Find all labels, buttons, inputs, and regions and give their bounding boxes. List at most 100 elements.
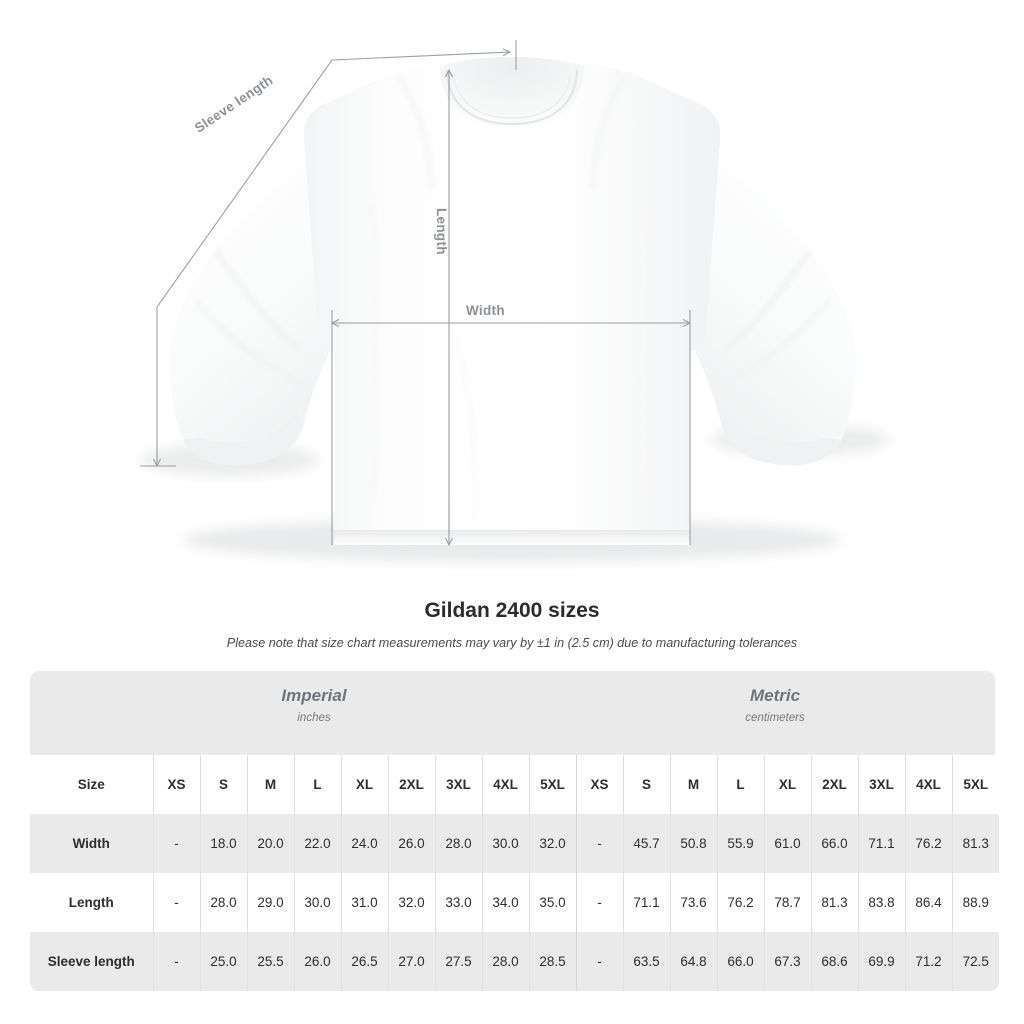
width-label: Width xyxy=(466,303,505,318)
table-cell: 76.2 xyxy=(716,873,764,932)
table-cell: 28.0 xyxy=(481,932,529,991)
table-cell: 26.0 xyxy=(387,814,435,873)
left-cuff xyxy=(183,408,303,466)
table-cell: 25.0 xyxy=(199,932,247,991)
table-cell: 22.0 xyxy=(293,814,341,873)
row-label: Sleeve length xyxy=(30,932,153,991)
header-size-label: Size xyxy=(30,755,153,814)
unit-system-band: Imperial inches Metric centimeters xyxy=(30,671,995,755)
header-cell: 4XL xyxy=(904,755,952,814)
table-cell: 61.0 xyxy=(763,814,811,873)
table-cell: 71.1 xyxy=(857,814,905,873)
table-cell: 64.8 xyxy=(669,932,717,991)
table-cell: 29.0 xyxy=(246,873,294,932)
table-cell: - xyxy=(152,873,200,932)
table-cell: 66.0 xyxy=(716,932,764,991)
table-cell: - xyxy=(575,814,623,873)
table-cell: 32.0 xyxy=(528,814,576,873)
right-cuff xyxy=(722,408,842,466)
measurement-lines xyxy=(140,40,690,545)
table-cell: 34.0 xyxy=(481,873,529,932)
sleeve-length-dimension xyxy=(140,40,517,466)
table-cell: - xyxy=(575,873,623,932)
unit-metric-name: Metric xyxy=(749,686,801,705)
table-cell: 71.2 xyxy=(904,932,952,991)
table-header-row: Size XS S M L XL 2XL 3XL 4XL 5XL XS S M … xyxy=(30,755,999,814)
table-cell: - xyxy=(152,932,200,991)
table-cell: 81.3 xyxy=(951,814,999,873)
table-cell: 63.5 xyxy=(622,932,670,991)
measurements-grid: Size XS S M L XL 2XL 3XL 4XL 5XL XS S M … xyxy=(30,755,999,991)
chart-caption: Gildan 2400 sizes Please note that size … xyxy=(0,598,1024,651)
table-cell: 28.0 xyxy=(199,873,247,932)
header-cell: XL xyxy=(763,755,811,814)
size-chart-table: Imperial inches Metric centimeters Size … xyxy=(30,671,999,991)
header-cell: 3XL xyxy=(857,755,905,814)
hem xyxy=(334,530,690,545)
header-cell: 4XL xyxy=(481,755,529,814)
unit-metric: Metric centimeters xyxy=(675,685,875,726)
header-cell: 2XL xyxy=(387,755,435,814)
header-cell: 5XL xyxy=(951,755,999,814)
table-cell: 35.0 xyxy=(528,873,576,932)
table-cell: 69.9 xyxy=(857,932,905,991)
table-cell: 30.0 xyxy=(481,814,529,873)
table-cell: 55.9 xyxy=(716,814,764,873)
table-cell: 31.0 xyxy=(340,873,388,932)
row-label: Length xyxy=(30,873,153,932)
header-cell: XL xyxy=(340,755,388,814)
table-cell: 26.5 xyxy=(340,932,388,991)
table-cell: 83.8 xyxy=(857,873,905,932)
unit-imperial: Imperial inches xyxy=(214,685,414,726)
header-cell: M xyxy=(669,755,717,814)
header-cell: XS xyxy=(575,755,623,814)
table-row: Length - 28.0 29.0 30.0 31.0 32.0 33.0 3… xyxy=(30,873,999,932)
table-cell: 30.0 xyxy=(293,873,341,932)
table-cell: 76.2 xyxy=(904,814,952,873)
table-cell: 68.6 xyxy=(810,932,858,991)
shirt-body xyxy=(303,58,721,545)
table-cell: 33.0 xyxy=(434,873,482,932)
header-cell: S xyxy=(199,755,247,814)
table-cell: - xyxy=(575,932,623,991)
garment-drawing xyxy=(140,40,890,562)
table-cell: 71.1 xyxy=(622,873,670,932)
unit-imperial-name: Imperial xyxy=(281,686,347,705)
table-cell: 66.0 xyxy=(810,814,858,873)
table-cell: 78.7 xyxy=(763,873,811,932)
header-cell: XS xyxy=(152,755,200,814)
table-cell: 26.0 xyxy=(293,932,341,991)
table-cell: 45.7 xyxy=(622,814,670,873)
unit-imperial-sub: inches xyxy=(297,712,331,724)
table-cell: 28.0 xyxy=(434,814,482,873)
table-cell: 32.0 xyxy=(387,873,435,932)
header-cell: 3XL xyxy=(434,755,482,814)
header-cell: L xyxy=(293,755,341,814)
table-cell: - xyxy=(152,814,200,873)
table-cell: 72.5 xyxy=(951,932,999,991)
unit-metric-sub: centimeters xyxy=(745,712,805,724)
table-cell: 20.0 xyxy=(246,814,294,873)
table-cell: 25.5 xyxy=(246,932,294,991)
table-cell: 88.9 xyxy=(951,873,999,932)
table-cell: 67.3 xyxy=(763,932,811,991)
garment-illustration: Sleeve length Length Width xyxy=(140,40,890,562)
table-row: Width - 18.0 20.0 22.0 24.0 26.0 28.0 30… xyxy=(30,814,999,873)
table-cell: 18.0 xyxy=(199,814,247,873)
table-row: Sleeve length - 25.0 25.5 26.0 26.5 27.0… xyxy=(30,932,999,991)
length-label: Length xyxy=(434,208,449,255)
table-cell: 73.6 xyxy=(669,873,717,932)
header-cell: M xyxy=(246,755,294,814)
collar xyxy=(440,57,584,130)
table-cell: 27.0 xyxy=(387,932,435,991)
table-cell: 50.8 xyxy=(669,814,717,873)
header-cell: S xyxy=(622,755,670,814)
page-title: Gildan 2400 sizes xyxy=(424,599,600,622)
header-cell: 2XL xyxy=(810,755,858,814)
header-cell: 5XL xyxy=(528,755,576,814)
width-dimension xyxy=(332,310,690,545)
row-label: Width xyxy=(30,814,153,873)
header-cell: L xyxy=(716,755,764,814)
table-cell: 28.5 xyxy=(528,932,576,991)
table-cell: 86.4 xyxy=(904,873,952,932)
